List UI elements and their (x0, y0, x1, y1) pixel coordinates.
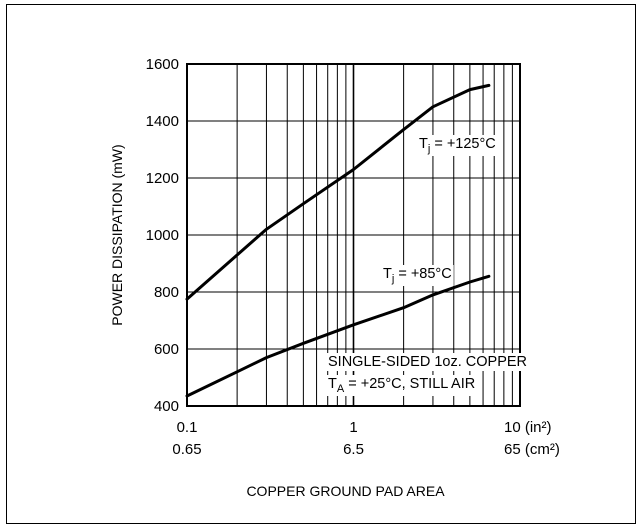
x-tick-label-cm2: 65 (cm²) (504, 441, 560, 458)
y-tick-label: 400 (154, 398, 179, 415)
series-label-85c-sub: j (391, 273, 394, 285)
annotation-copper: SINGLE-SIDED 1oz. COPPER (328, 354, 527, 370)
x-tick-label-in2: 1 (349, 419, 357, 436)
chart-frame (6, 4, 636, 524)
annotation-ambient-t: T (328, 376, 337, 392)
y-tick-label: 800 (154, 284, 179, 301)
series-label-85c: Tj = +85°C (383, 266, 452, 285)
series-label-85c-bg (381, 265, 454, 286)
series-label-125c: Tj = +125°C (419, 136, 496, 155)
x-tick-label-cm2: 0.65 (172, 441, 201, 458)
x-tick-label-in2: 10 (in²) (504, 419, 552, 436)
annotation-copper-bg (326, 353, 530, 371)
x-axis-label: COPPER GROUND PAD AREA (246, 483, 445, 499)
y-tick-label: 1200 (146, 170, 179, 187)
series-label-125c-t: T (419, 136, 428, 152)
series-label-85c-t: T (383, 266, 392, 282)
series-line-85c (185, 274, 491, 398)
series-label-85c-rest: = +85°C (394, 266, 451, 282)
annotation-ambient-bg (326, 375, 478, 396)
annotation-ambient: TA = +25°C, STILL AIR (328, 376, 475, 395)
x-tick-label-in2: 0.1 (177, 419, 198, 436)
y-axis-label: POWER DISSIPATION (mW) (109, 144, 125, 325)
grid-layer (187, 64, 520, 406)
y-tick-label: 600 (154, 341, 179, 358)
y-tick-label: 1400 (146, 113, 179, 130)
series-label-125c-bg (417, 135, 498, 156)
y-tick-label: 1000 (146, 227, 179, 244)
y-tick-label: 1600 (146, 56, 179, 73)
series-label-125c-sub: j (427, 143, 430, 155)
annotation-ambient-rest: = +25°C, STILL AIR (344, 376, 475, 392)
series-line-125c (185, 83, 491, 301)
tick-layer: 400 600 800 1000 1200 1400 1600 0.1 0.65 1 6.5 10 (… (146, 56, 560, 458)
annotation-ambient-sub: A (337, 383, 345, 395)
x-tick-label-cm2: 6.5 (343, 441, 364, 458)
series-label-125c-rest: = +125°C (430, 136, 495, 152)
plot-border (186, 63, 521, 407)
series-layer (185, 83, 491, 398)
